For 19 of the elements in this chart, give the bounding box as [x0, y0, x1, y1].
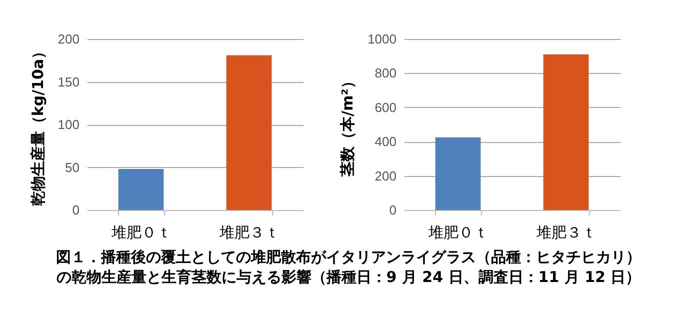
y-tick-label: 150 — [58, 74, 80, 90]
y-tick-label: 1000 — [368, 32, 396, 46]
y-axis-title: 乾物生産量（kg/10a） — [28, 44, 47, 206]
y-tick-label: 0 — [389, 202, 396, 218]
text: の乾物生産量と生育茎数に与える影響（播種日：9 月 24 日、調査日：11 月 12 日） — [55, 267, 642, 287]
y-tick-label: 50 — [65, 160, 80, 175]
y-axis-title: 茎数（本/m²） — [338, 74, 357, 178]
y-tick-label: 100 — [58, 117, 80, 132]
x-tick-label: 堆肥３ｔ — [218, 224, 280, 242]
y-tick-label: 0 — [72, 202, 80, 218]
y-tick-label: 400 — [374, 134, 396, 150]
x-tick-label: 堆肥０ｔ — [110, 224, 172, 242]
y-tick-label: 800 — [374, 66, 396, 81]
y-tick-label: 600 — [374, 100, 396, 115]
caption: 図１．播種後の覆土としての堆肥散布がイタリアンライグラス（品種：ヒタチヒカリ） — [55, 247, 642, 267]
y-tick-label: 200 — [58, 32, 80, 46]
x-tick-label: 堆肥０ｔ — [428, 224, 488, 242]
y-tick-label: 200 — [374, 168, 396, 184]
x-tick-label: 堆肥３ｔ — [536, 224, 596, 242]
